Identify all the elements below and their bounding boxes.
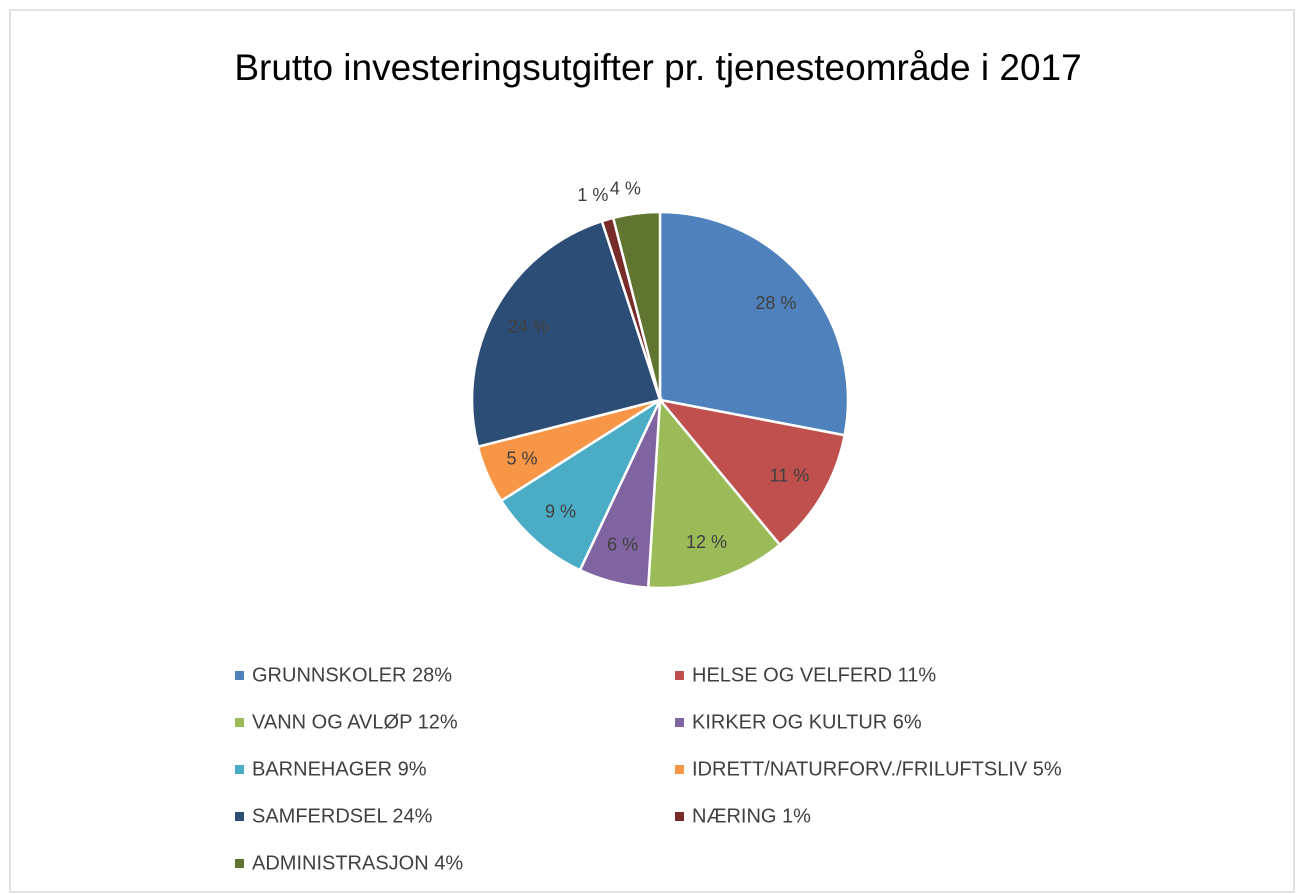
pie-slice [646, 396, 782, 590]
chart-title: Brutto investeringsutgifter pr. tjeneste… [234, 47, 1082, 88]
legend-label: ADMINISTRASJON 4% [252, 852, 463, 874]
legend-label: HELSE OG VELFERD 11% [692, 664, 936, 686]
legend-marker [235, 859, 244, 868]
pie-slice [656, 398, 847, 547]
legend-marker [675, 812, 684, 821]
data-label: 28 % [755, 293, 796, 313]
data-label: 1 % [577, 185, 608, 205]
data-label: 24 % [508, 316, 549, 336]
legend-marker [675, 718, 684, 727]
data-label: 5 % [506, 448, 537, 468]
legend-marker [235, 812, 244, 821]
legend-label: BARNEHAGER 9% [252, 758, 427, 780]
data-label: 4 % [610, 178, 641, 198]
legend-label: NÆRING 1% [692, 805, 811, 827]
legend-label: VANN OG AVLØP 12% [252, 711, 458, 733]
legend-marker [675, 671, 684, 680]
data-label: 6 % [607, 534, 638, 554]
data-label: 9 % [545, 502, 576, 522]
legend-marker [235, 765, 244, 774]
legend-label: GRUNNSKOLER 28% [252, 664, 452, 686]
pie-slice [611, 210, 662, 401]
legend-marker [235, 671, 244, 680]
legend-label: SAMFERDSEL 24% [252, 805, 433, 827]
legend-marker [675, 765, 684, 774]
pie-slice [499, 396, 663, 572]
legend-label: KIRKER OG KULTUR 6% [692, 711, 922, 733]
legend-label: IDRETT/NATURFORV./FRILUFTSLIV 5% [692, 758, 1062, 780]
pie-slice [658, 210, 850, 437]
data-label: 11 % [770, 465, 810, 485]
legend-marker [235, 718, 244, 727]
pie-slice [470, 219, 662, 449]
data-label: 12 % [686, 532, 727, 552]
